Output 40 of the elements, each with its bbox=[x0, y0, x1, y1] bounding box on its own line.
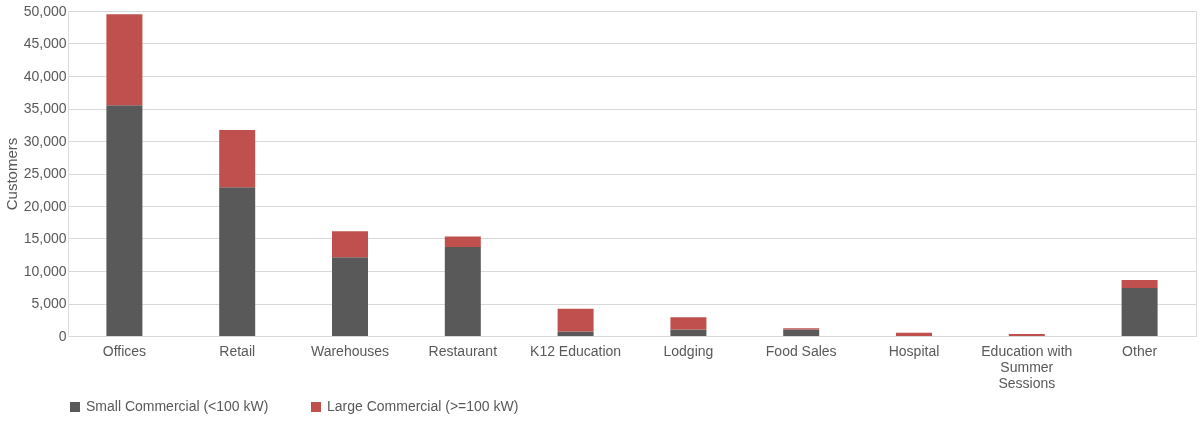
bar bbox=[557, 308, 594, 332]
bar bbox=[332, 231, 368, 258]
bar bbox=[106, 14, 143, 106]
x-tick-label: Other bbox=[1122, 342, 1158, 359]
legend-label: Large Commercial (>=100 kW) bbox=[327, 398, 519, 414]
x-tick-label: Hospital bbox=[888, 342, 940, 359]
y-axis-title: Customers bbox=[2, 137, 20, 211]
x-tick-label: Education with Summer Sessions bbox=[981, 342, 1073, 391]
x-tick-label: K12 Education bbox=[530, 342, 622, 359]
legend-label: Small Commercial (<100 kW) bbox=[86, 398, 269, 414]
bar bbox=[557, 331, 594, 336]
y-tick-label: 40,000 bbox=[23, 67, 67, 84]
bar bbox=[444, 236, 481, 247]
bar bbox=[670, 317, 707, 330]
y-tick-label: 45,000 bbox=[23, 35, 67, 51]
bar bbox=[219, 187, 256, 336]
x-tick-label: Retail bbox=[219, 342, 256, 359]
bar bbox=[106, 105, 143, 336]
y-tick-label: 25,000 bbox=[23, 165, 67, 181]
bar bbox=[1121, 280, 1158, 288]
x-tick-label: Restaurant bbox=[428, 342, 498, 359]
bar bbox=[896, 332, 932, 336]
bar bbox=[332, 257, 368, 336]
y-tick-label: 0 bbox=[58, 327, 67, 344]
bar bbox=[444, 246, 481, 336]
y-tick-label: 50,000 bbox=[23, 2, 67, 19]
x-tick-label: Offices bbox=[102, 342, 147, 359]
x-tick-label: Food Sales bbox=[765, 342, 837, 359]
y-tick-label: 35,000 bbox=[23, 100, 67, 116]
y-tick-label: 10,000 bbox=[23, 262, 67, 279]
y-tick-label: 30,000 bbox=[23, 132, 67, 149]
y-tick-label: 5,000 bbox=[31, 295, 67, 311]
bar bbox=[670, 329, 707, 336]
bar bbox=[219, 129, 256, 188]
y-tick-label: 20,000 bbox=[23, 197, 67, 214]
bar bbox=[783, 329, 820, 336]
x-tick-label: Lodging bbox=[663, 342, 714, 359]
bar bbox=[1121, 287, 1158, 336]
x-tick-label: Warehouses bbox=[310, 342, 390, 359]
y-tick-label: 15,000 bbox=[23, 230, 67, 246]
